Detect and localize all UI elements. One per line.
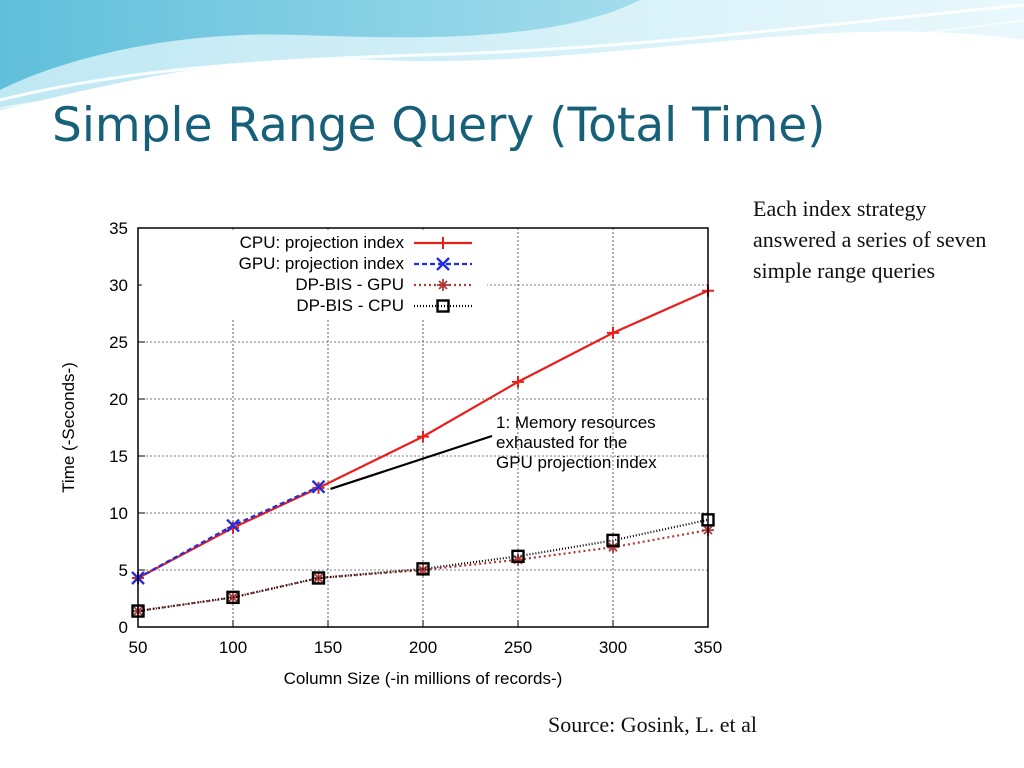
series-line [137,518,709,613]
banner-wave-front [0,0,640,90]
legend-marker [437,237,449,249]
legend: CPU: projection index GPU: projection ind… [142,232,487,319]
y-tick-label: 15 [109,447,128,466]
y-tick-label: 35 [109,219,128,238]
y-tick-label: 10 [109,504,128,523]
legend-label: DP-BIS - GPU [295,275,404,294]
x-axis-label: Column Size (-in millions of records-) [284,669,563,688]
x-tick-label: 150 [314,638,342,657]
data-point [227,521,239,534]
data-point [512,553,524,566]
x-tick-label: 100 [219,638,247,657]
legend-label: DP-BIS - CPU [296,296,404,315]
legend-label: GPU: projection index [239,254,405,273]
data-point [606,533,620,548]
y-tick-label: 0 [119,618,128,637]
legend-label: CPU: projection index [240,233,405,252]
data-point [226,590,240,605]
legend-marker [436,299,450,313]
banner-wave-highlight [0,3,1024,102]
y-tick-label: 5 [119,561,128,580]
plot-frame [137,227,709,628]
side-note: Each index strategy answered a series of… [753,196,987,283]
header-wave-banner [0,0,1024,110]
y-axis-label: Time (-Seconds-) [59,362,78,493]
axis-ticks: 50 100 150 200 250 300 350 0 5 10 15 20 25 30 35 [109,219,722,657]
data-point [511,549,525,564]
x-tick-label: 350 [694,638,722,657]
data-point [311,479,326,494]
x-tick-label: 250 [504,638,532,657]
data-point [416,562,430,576]
data-point [512,375,524,388]
legend-box [142,232,487,319]
data-point [607,541,619,554]
source-citation: Source: Gosink, L. et al [548,712,757,737]
x-tick-label: 200 [409,638,437,657]
banner-wave-line [0,19,1024,109]
data-point [607,326,619,339]
legend-marker [437,279,449,291]
y-tick-label: 20 [109,390,128,409]
data-point [311,571,326,585]
data-point [227,591,239,604]
line-chart: 50 100 150 200 250 300 350 0 5 10 15 20 25 30 35 1: Me… [50,185,740,705]
data-point [417,430,429,443]
y-tick-label: 30 [109,276,128,295]
page-title: Simple Range Query (Total Time) [52,98,826,153]
series-group [131,284,715,618]
annotation-arrow [330,434,493,490]
annotation-text: exhausted for the [496,433,627,452]
data-point [226,518,240,533]
y-tick-label: 25 [109,333,128,352]
annotation-text: 1: Memory resources [496,413,656,432]
annotation-text: GPU projection index [496,453,657,472]
legend-marker [436,257,450,271]
x-tick-label: 50 [129,638,148,657]
x-tick-label: 300 [599,638,627,657]
